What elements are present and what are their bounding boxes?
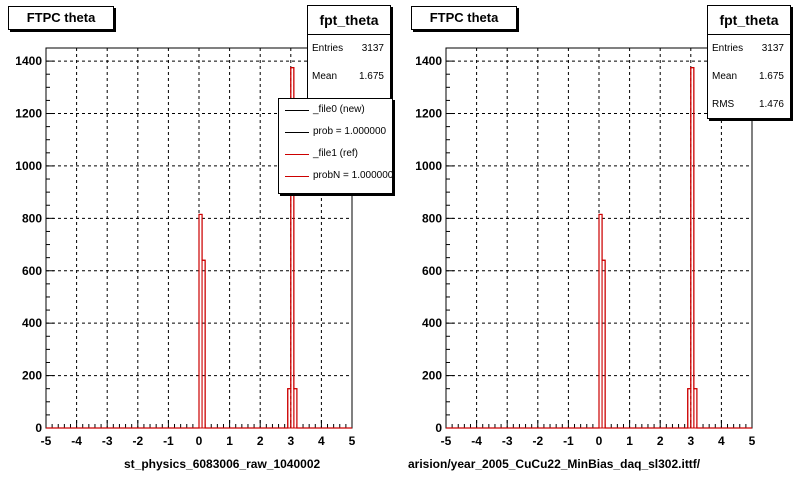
legend-label: _file1 (ref) <box>313 148 359 159</box>
y-tick-label: 1200 <box>15 107 42 121</box>
y-tick-label: 1200 <box>415 107 442 121</box>
stat-key: Mean <box>312 71 338 82</box>
stat-key: RMS <box>712 99 735 110</box>
y-tick-label: 800 <box>22 211 42 225</box>
x-tick-label: -5 <box>441 434 452 448</box>
x-tick-label: 0 <box>196 434 203 448</box>
x-tick-label: 4 <box>718 434 725 448</box>
left-stats-row-mean: Mean 1.675 <box>308 63 390 91</box>
right-stats-name: fpt_theta <box>708 6 790 35</box>
x-tick-label: -2 <box>532 434 543 448</box>
y-tick-label: 0 <box>35 421 42 435</box>
legend-label: _file0 (new) <box>313 104 365 115</box>
y-tick-label: 1000 <box>15 159 42 173</box>
x-tick-label: 2 <box>657 434 664 448</box>
histogram-bin <box>601 259 606 429</box>
stat-value: 1.675 <box>358 71 384 82</box>
stat-value: 3137 <box>761 43 784 54</box>
y-tick-label: 800 <box>422 211 442 225</box>
x-tick-label: 2 <box>257 434 264 448</box>
legend-entry-probn: probN = 1.000000 <box>279 165 392 187</box>
stat-key: Entries <box>712 43 744 54</box>
y-tick-label: 200 <box>22 369 42 383</box>
x-tick-label: 3 <box>687 434 694 448</box>
right-stats-row-rms: RMS 1.476 <box>708 91 790 119</box>
stat-value: 3137 <box>361 43 384 54</box>
y-tick-label: 400 <box>422 316 442 330</box>
x-tick-label: 0 <box>596 434 603 448</box>
stat-key: Mean <box>712 71 738 82</box>
right-stats-box: fpt_theta Entries 3137 Mean 1.675 RMS 1.… <box>707 5 791 119</box>
x-tick-label: 5 <box>749 434 756 448</box>
x-tick-label: 1 <box>626 434 633 448</box>
y-tick-label: 0 <box>435 421 442 435</box>
histogram-bin <box>201 259 206 429</box>
y-tick-label: 1400 <box>415 54 442 68</box>
x-tick-label: -4 <box>71 434 82 448</box>
left-plot-title: FTPC theta <box>8 6 114 30</box>
legend-label: prob = 1.000000 <box>313 126 387 137</box>
x-tick-label: -3 <box>102 434 113 448</box>
x-tick-label: -1 <box>163 434 174 448</box>
legend-swatch <box>285 154 309 155</box>
histogram-bin <box>693 388 698 429</box>
left-legend: _file0 (new) prob = 1.000000 _file1 (ref… <box>278 98 393 194</box>
histogram-bin <box>690 67 695 429</box>
x-tick-label: 4 <box>318 434 325 448</box>
legend-swatch <box>285 110 309 111</box>
right-plot-title: FTPC theta <box>411 6 517 30</box>
x-tick-label: 1 <box>226 434 233 448</box>
x-tick-label: -2 <box>132 434 143 448</box>
y-tick-label: 400 <box>22 316 42 330</box>
left-stats-name: fpt_theta <box>308 6 390 35</box>
legend-entry-new: _file0 (new) <box>279 99 392 121</box>
legend-entry-ref: _file1 (ref) <box>279 143 392 165</box>
stat-value: 1.476 <box>758 99 784 110</box>
x-tick-label: -3 <box>502 434 513 448</box>
legend-swatch <box>285 132 309 133</box>
x-tick-label: -5 <box>41 434 52 448</box>
histogram-bin <box>293 388 298 429</box>
right-stats-row-entries: Entries 3137 <box>708 35 790 63</box>
y-tick-label: 600 <box>422 264 442 278</box>
y-tick-label: 200 <box>422 369 442 383</box>
y-tick-label: 1400 <box>15 54 42 68</box>
left-x-axis-label: st_physics_6083006_raw_1040002 <box>124 457 321 471</box>
x-tick-label: -4 <box>471 434 482 448</box>
left-stats-row-entries: Entries 3137 <box>308 35 390 63</box>
legend-label: probN = 1.000000 <box>313 170 393 181</box>
legend-swatch <box>285 176 309 177</box>
stat-key: Entries <box>312 43 344 54</box>
right-x-axis-label: arision/year_2005_CuCu22_MinBias_daq_sl3… <box>408 457 701 471</box>
right-stats-row-mean: Mean 1.675 <box>708 63 790 91</box>
legend-entry-prob: prob = 1.000000 <box>279 121 392 143</box>
x-tick-label: 3 <box>287 434 294 448</box>
y-tick-label: 600 <box>22 264 42 278</box>
x-tick-label: 5 <box>349 434 356 448</box>
histogram-bin <box>290 67 295 429</box>
stat-value: 1.675 <box>758 71 784 82</box>
y-tick-label: 1000 <box>415 159 442 173</box>
x-tick-label: -1 <box>563 434 574 448</box>
